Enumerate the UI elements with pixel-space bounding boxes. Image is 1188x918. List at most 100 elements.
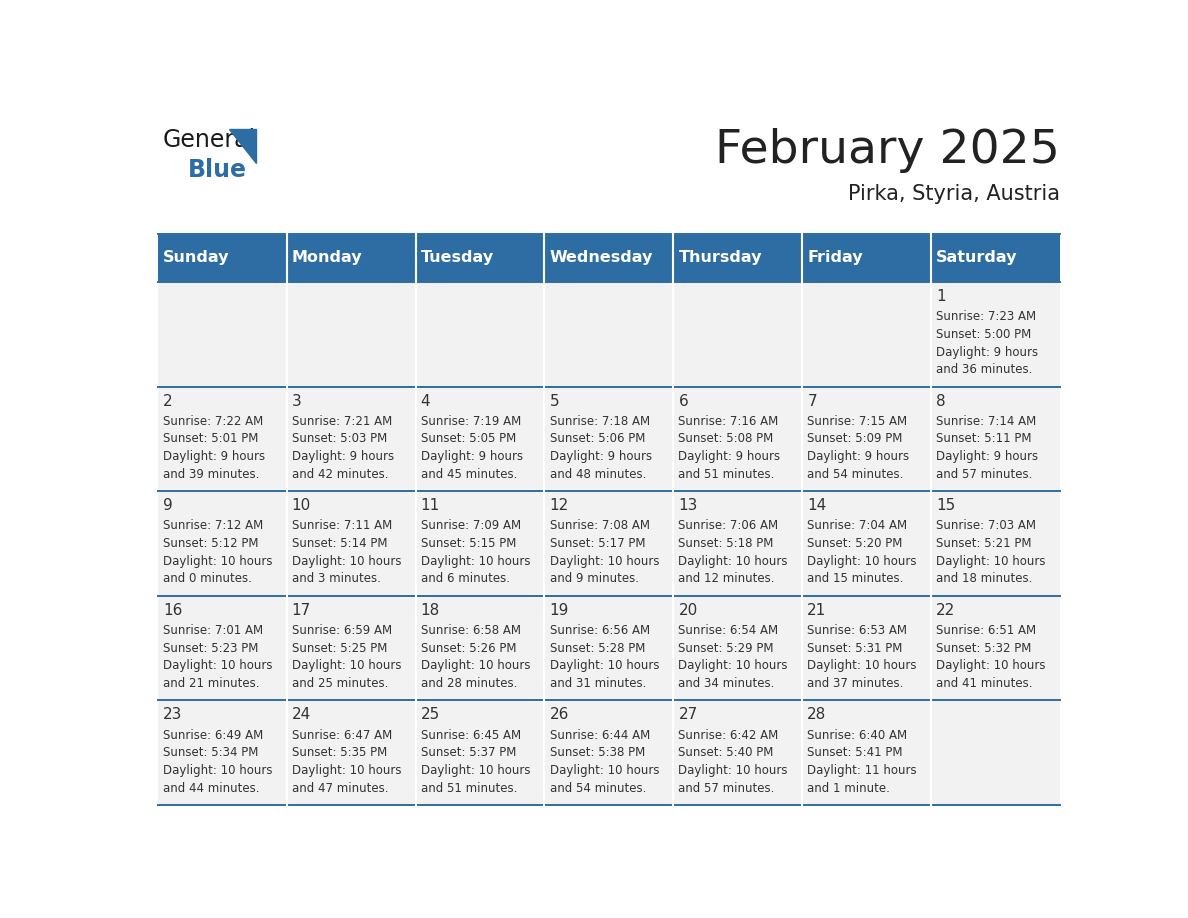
Text: Sunrise: 6:47 AM: Sunrise: 6:47 AM [292, 729, 392, 742]
Text: and 47 minutes.: and 47 minutes. [292, 782, 388, 795]
Text: 7: 7 [808, 394, 817, 409]
Text: Sunset: 5:03 PM: Sunset: 5:03 PM [292, 432, 387, 445]
Text: Sunset: 5:35 PM: Sunset: 5:35 PM [292, 746, 387, 759]
Text: Sunset: 5:40 PM: Sunset: 5:40 PM [678, 746, 773, 759]
Text: February 2025: February 2025 [715, 128, 1060, 173]
Text: Daylight: 10 hours: Daylight: 10 hours [163, 554, 272, 567]
Text: Sunset: 5:34 PM: Sunset: 5:34 PM [163, 746, 258, 759]
Text: Daylight: 10 hours: Daylight: 10 hours [163, 764, 272, 777]
Text: and 31 minutes.: and 31 minutes. [550, 677, 646, 690]
Text: 24: 24 [292, 708, 311, 722]
Text: Sunrise: 6:56 AM: Sunrise: 6:56 AM [550, 624, 650, 637]
Text: Sunrise: 6:58 AM: Sunrise: 6:58 AM [421, 624, 520, 637]
Text: 13: 13 [678, 498, 697, 513]
Text: Sunset: 5:23 PM: Sunset: 5:23 PM [163, 642, 258, 655]
Text: 9: 9 [163, 498, 172, 513]
Text: 16: 16 [163, 603, 182, 618]
Text: Sunrise: 7:01 AM: Sunrise: 7:01 AM [163, 624, 263, 637]
Text: Sunrise: 6:42 AM: Sunrise: 6:42 AM [678, 729, 778, 742]
Text: 3: 3 [292, 394, 302, 409]
Text: and 42 minutes.: and 42 minutes. [292, 468, 388, 481]
Text: Daylight: 10 hours: Daylight: 10 hours [808, 554, 917, 567]
Text: Daylight: 9 hours: Daylight: 9 hours [163, 450, 265, 464]
Text: Daylight: 10 hours: Daylight: 10 hours [678, 554, 788, 567]
Text: Sunrise: 7:06 AM: Sunrise: 7:06 AM [678, 520, 778, 532]
Text: 23: 23 [163, 708, 182, 722]
Text: Sunrise: 7:23 AM: Sunrise: 7:23 AM [936, 310, 1036, 323]
Text: and 15 minutes.: and 15 minutes. [808, 573, 904, 586]
Text: Wednesday: Wednesday [550, 251, 653, 265]
Text: Sunset: 5:15 PM: Sunset: 5:15 PM [421, 537, 516, 550]
Text: Sunset: 5:25 PM: Sunset: 5:25 PM [292, 642, 387, 655]
Text: and 54 minutes.: and 54 minutes. [550, 782, 646, 795]
FancyBboxPatch shape [158, 234, 1060, 282]
Text: Daylight: 10 hours: Daylight: 10 hours [421, 659, 530, 672]
Text: Daylight: 10 hours: Daylight: 10 hours [292, 659, 402, 672]
Text: 17: 17 [292, 603, 311, 618]
Text: Sunrise: 7:15 AM: Sunrise: 7:15 AM [808, 415, 908, 428]
Text: Daylight: 9 hours: Daylight: 9 hours [808, 450, 910, 464]
Text: Daylight: 11 hours: Daylight: 11 hours [808, 764, 917, 777]
FancyBboxPatch shape [158, 491, 1060, 596]
Text: and 36 minutes.: and 36 minutes. [936, 364, 1032, 376]
Text: 11: 11 [421, 498, 440, 513]
Text: Sunrise: 6:51 AM: Sunrise: 6:51 AM [936, 624, 1036, 637]
Text: 15: 15 [936, 498, 955, 513]
Text: 12: 12 [550, 498, 569, 513]
Text: Sunset: 5:01 PM: Sunset: 5:01 PM [163, 432, 258, 445]
Text: and 18 minutes.: and 18 minutes. [936, 573, 1032, 586]
Text: Sunset: 5:32 PM: Sunset: 5:32 PM [936, 642, 1031, 655]
Text: Sunset: 5:28 PM: Sunset: 5:28 PM [550, 642, 645, 655]
Text: Monday: Monday [292, 251, 362, 265]
Text: Daylight: 10 hours: Daylight: 10 hours [678, 659, 788, 672]
Text: and 12 minutes.: and 12 minutes. [678, 573, 775, 586]
Text: 25: 25 [421, 708, 440, 722]
Text: Sunset: 5:41 PM: Sunset: 5:41 PM [808, 746, 903, 759]
Text: Daylight: 10 hours: Daylight: 10 hours [421, 764, 530, 777]
Text: Sunrise: 6:44 AM: Sunrise: 6:44 AM [550, 729, 650, 742]
Text: Sunrise: 6:49 AM: Sunrise: 6:49 AM [163, 729, 263, 742]
Text: and 44 minutes.: and 44 minutes. [163, 782, 259, 795]
Text: 26: 26 [550, 708, 569, 722]
FancyBboxPatch shape [158, 282, 1060, 386]
Text: Sunrise: 7:11 AM: Sunrise: 7:11 AM [292, 520, 392, 532]
Text: and 57 minutes.: and 57 minutes. [678, 782, 775, 795]
Text: Sunset: 5:26 PM: Sunset: 5:26 PM [421, 642, 516, 655]
Text: Daylight: 10 hours: Daylight: 10 hours [163, 659, 272, 672]
Text: and 51 minutes.: and 51 minutes. [421, 782, 517, 795]
Text: 2: 2 [163, 394, 172, 409]
Text: 6: 6 [678, 394, 688, 409]
Text: Daylight: 10 hours: Daylight: 10 hours [678, 764, 788, 777]
Text: Sunrise: 6:53 AM: Sunrise: 6:53 AM [808, 624, 908, 637]
Text: Daylight: 9 hours: Daylight: 9 hours [936, 450, 1038, 464]
Text: Daylight: 10 hours: Daylight: 10 hours [292, 764, 402, 777]
Text: and 54 minutes.: and 54 minutes. [808, 468, 904, 481]
Text: and 0 minutes.: and 0 minutes. [163, 573, 252, 586]
Text: and 51 minutes.: and 51 minutes. [678, 468, 775, 481]
Text: Daylight: 9 hours: Daylight: 9 hours [678, 450, 781, 464]
Text: 4: 4 [421, 394, 430, 409]
Text: Sunset: 5:14 PM: Sunset: 5:14 PM [292, 537, 387, 550]
Text: and 28 minutes.: and 28 minutes. [421, 677, 517, 690]
Text: and 39 minutes.: and 39 minutes. [163, 468, 259, 481]
Text: Daylight: 9 hours: Daylight: 9 hours [292, 450, 394, 464]
Text: Daylight: 10 hours: Daylight: 10 hours [550, 764, 659, 777]
Text: and 57 minutes.: and 57 minutes. [936, 468, 1032, 481]
Text: Sunrise: 6:54 AM: Sunrise: 6:54 AM [678, 624, 778, 637]
Text: Daylight: 9 hours: Daylight: 9 hours [550, 450, 652, 464]
Text: Daylight: 10 hours: Daylight: 10 hours [550, 659, 659, 672]
Text: Sunrise: 7:16 AM: Sunrise: 7:16 AM [678, 415, 778, 428]
Text: Sunday: Sunday [163, 251, 229, 265]
Text: Sunrise: 6:40 AM: Sunrise: 6:40 AM [808, 729, 908, 742]
Text: Sunset: 5:00 PM: Sunset: 5:00 PM [936, 328, 1031, 341]
Text: and 45 minutes.: and 45 minutes. [421, 468, 517, 481]
Text: 18: 18 [421, 603, 440, 618]
Text: 20: 20 [678, 603, 697, 618]
Text: Saturday: Saturday [936, 251, 1018, 265]
FancyBboxPatch shape [158, 700, 1060, 805]
Text: Sunset: 5:11 PM: Sunset: 5:11 PM [936, 432, 1031, 445]
Text: and 3 minutes.: and 3 minutes. [292, 573, 380, 586]
Text: 28: 28 [808, 708, 827, 722]
Text: 19: 19 [550, 603, 569, 618]
Text: Sunrise: 7:21 AM: Sunrise: 7:21 AM [292, 415, 392, 428]
